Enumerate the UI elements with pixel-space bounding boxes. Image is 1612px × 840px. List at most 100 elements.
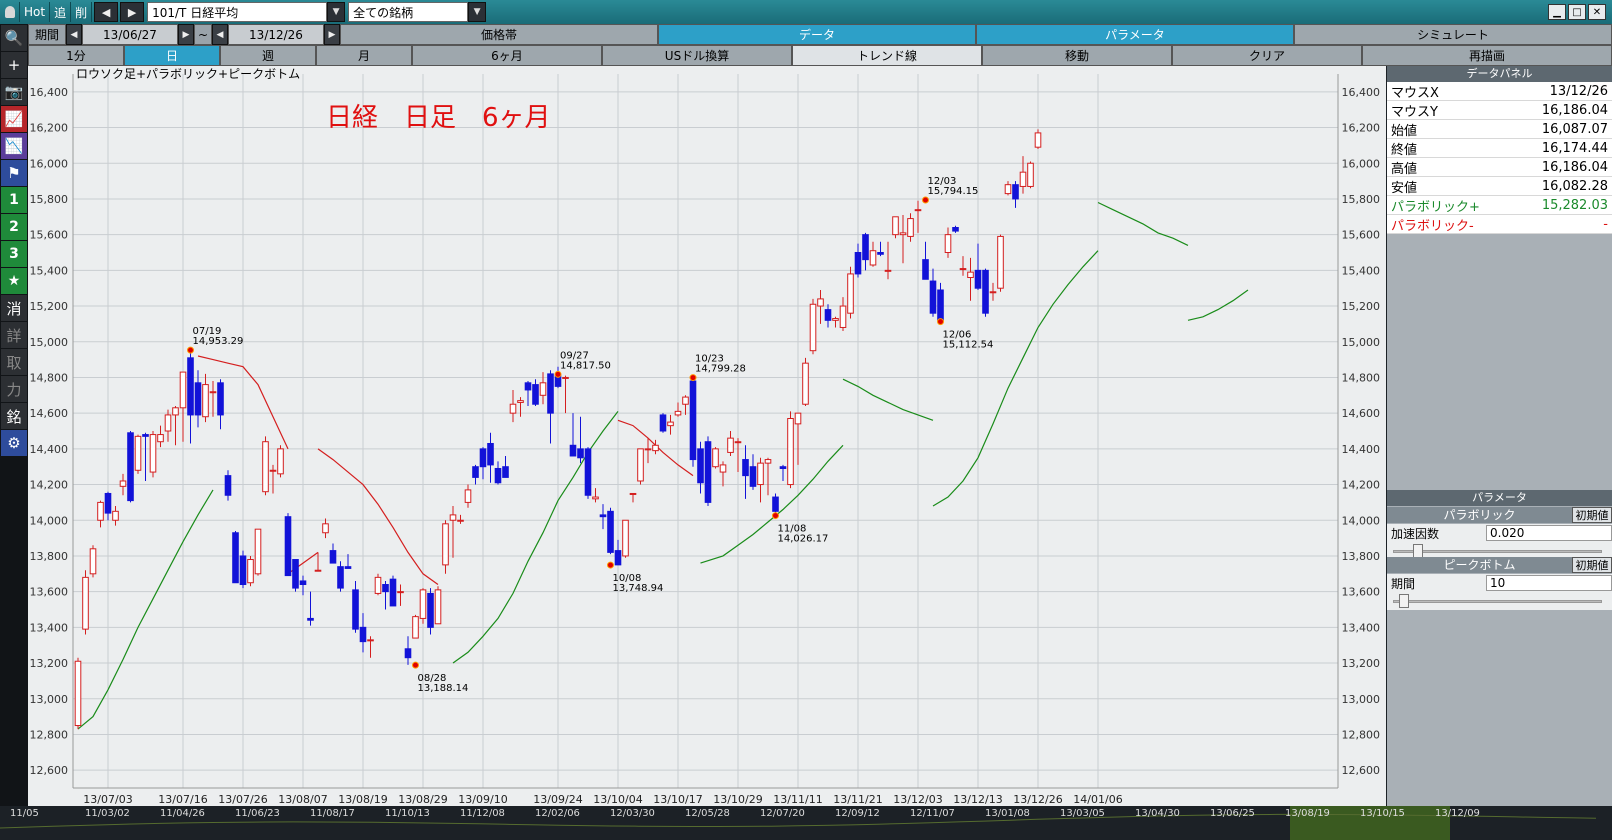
tab-data[interactable]: データ [658, 24, 976, 45]
slider-handle[interactable] [1398, 594, 1409, 608]
preset-1-button[interactable]: 1 [1, 187, 27, 213]
star-icon[interactable]: ★ [1, 268, 27, 294]
period-from-input[interactable]: 13/06/27 [82, 24, 178, 45]
close-button[interactable]: ✕ [1588, 4, 1606, 20]
symbol-input[interactable]: 101/T 日経平均 [147, 2, 328, 22]
accel-factor-slider[interactable] [1387, 542, 1612, 560]
navigator-chart[interactable]: 11/05 11/03/02 11/04/26 11/06/23 11/08/17 11/… [0, 806, 1612, 840]
candle-body-up [374, 576, 382, 594]
y-tick-label-right: 14,600 [1342, 407, 1381, 420]
tab-usd-convert[interactable]: USドル換算 [602, 45, 792, 66]
tab-redraw[interactable]: 再描画 [1362, 45, 1612, 66]
navigator-tick-label: 13/03/05 [1060, 808, 1105, 819]
candle-body-down [704, 441, 712, 503]
tab-price-band[interactable]: 価格帯 [340, 24, 658, 45]
candle-body-up [517, 400, 524, 403]
candle-body-down [772, 496, 779, 512]
tab-parameters[interactable]: パラメータ [976, 24, 1294, 45]
tab-trendline[interactable]: トレンド線 [792, 45, 982, 66]
tab-move[interactable]: 移動 [982, 45, 1172, 66]
prev-symbol-button[interactable]: ◀ [94, 2, 119, 22]
period-to-prev[interactable]: ◀ [212, 24, 228, 45]
tab-daily[interactable]: 日 [124, 45, 220, 66]
next-symbol-button[interactable]: ▶ [120, 2, 145, 22]
candle-body-down [584, 448, 592, 496]
chart-line-icon[interactable]: 📈 [1, 106, 27, 132]
candle-body-up [734, 441, 742, 444]
add-button[interactable]: 追 [50, 2, 72, 22]
candle-body-up [899, 232, 907, 236]
tab-weekly[interactable]: 週 [220, 45, 316, 66]
navigator-tick-label: 11/08/17 [310, 808, 355, 819]
tab-6month[interactable]: 6ヶ月 [412, 45, 602, 66]
y-tick-label-right: 14,000 [1342, 514, 1381, 527]
minimize-button[interactable]: ▁ [1548, 4, 1566, 20]
power-button[interactable]: 力 [1, 376, 27, 402]
parabolic-sar-line-up [1187, 289, 1249, 321]
y-tick-label-right: 15,800 [1342, 193, 1381, 206]
peak-value-label: 15,794.15 [928, 186, 979, 197]
candle-body-up [97, 501, 104, 521]
search-icon[interactable]: 🔍 [1, 25, 27, 51]
bulb-icon[interactable] [0, 2, 20, 22]
tab-1min[interactable]: 1分 [28, 45, 124, 66]
peak-period-input[interactable]: 10 [1486, 575, 1612, 591]
y-tick-label-right: 12,800 [1342, 728, 1381, 741]
candle-body-up [209, 391, 217, 394]
symbol-dropdown-button[interactable]: ▼ [327, 2, 346, 22]
candlestick-chart[interactable]: 12,600 12,600 12,800 12,800 13,000 13,000 13,2… [28, 66, 1386, 806]
hot-button[interactable]: Hot [20, 2, 51, 22]
period-from-next[interactable]: ▶ [178, 24, 194, 45]
y-tick-label-right: 13,600 [1342, 586, 1381, 599]
tab-clear[interactable]: クリア [1172, 45, 1362, 66]
accel-factor-row: 加速因数 0.020 [1387, 524, 1612, 542]
chart-area[interactable]: 12,600 12,600 12,800 12,800 13,000 13,000 13,2… [28, 66, 1386, 806]
stock-button[interactable]: 銘 [1, 403, 27, 429]
detail-button[interactable]: 詳 [1, 322, 27, 348]
filter-select[interactable]: 全ての銘柄 [348, 2, 469, 22]
accel-factor-input[interactable]: 0.020 [1486, 525, 1612, 541]
data-row-low: 安値 16,082.28 [1387, 177, 1612, 196]
x-tick-label: 13/09/10 [458, 793, 507, 806]
parabolic-param-header: パラボリック 初期値 [1387, 507, 1612, 523]
maximize-button[interactable]: □ [1568, 4, 1586, 20]
chart-indicator-icon[interactable]: 📉 [1, 133, 27, 159]
period-to-input[interactable]: 13/12/26 [228, 24, 324, 45]
x-tick-label: 13/10/29 [713, 793, 762, 806]
y-tick-label-left: 13,400 [30, 621, 69, 634]
peak-date-label: 12/03 [928, 176, 957, 187]
candle-body-up [112, 510, 119, 521]
data-panel-rows: マウスX 13/12/26 マウスY 16,186.04 始値 16,087.07 終… [1387, 82, 1612, 234]
period-to-next[interactable]: ▶ [324, 24, 340, 45]
navigator-strip[interactable]: 11/05 11/03/02 11/04/26 11/06/23 11/08/17 11/… [0, 806, 1612, 840]
candle-body-up [464, 489, 472, 503]
camera-icon[interactable]: 📷 [1, 79, 27, 105]
peak-reset-button[interactable]: 初期値 [1572, 557, 1612, 573]
preset-3-button[interactable]: 3 [1, 241, 27, 267]
navigator-tick-label: 13/12/09 [1435, 808, 1480, 819]
preset-2-button[interactable]: 2 [1, 214, 27, 240]
navigator-tick-label: 11/06/23 [235, 808, 280, 819]
y-tick-label-left: 16,400 [30, 86, 69, 99]
flag-icon[interactable]: ⚑ [1, 160, 27, 186]
period-from-prev[interactable]: ◀ [66, 24, 82, 45]
crosshair-icon[interactable]: + [1, 52, 27, 78]
trade-button[interactable]: 取 [1, 349, 27, 375]
slider-handle[interactable] [1412, 544, 1423, 558]
delete-button[interactable]: 削 [71, 2, 93, 22]
tab-simulate[interactable]: シミュレート [1294, 24, 1612, 45]
erase-button[interactable]: 消 [1, 295, 27, 321]
parabolic-reset-button[interactable]: 初期値 [1572, 507, 1612, 523]
candle-body-down [974, 269, 982, 289]
tab-monthly[interactable]: 月 [316, 45, 412, 66]
candle-body-up [944, 234, 952, 253]
peak-marker [607, 561, 614, 569]
candle-body-up [809, 303, 817, 352]
gear-icon[interactable]: ⚙ [1, 430, 27, 456]
filter-dropdown-button[interactable]: ▼ [468, 2, 487, 22]
candle-body-down [862, 234, 869, 261]
data-panel-title: データパネル [1387, 66, 1612, 82]
navigator-tick-label: 13/01/08 [985, 808, 1030, 819]
chevron-down-icon: ▼ [332, 7, 340, 17]
peak-period-slider[interactable] [1387, 592, 1612, 610]
